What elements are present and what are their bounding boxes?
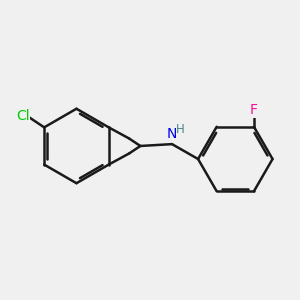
- Text: N: N: [167, 127, 177, 141]
- Text: Cl: Cl: [16, 109, 30, 123]
- Text: F: F: [250, 103, 258, 117]
- Text: H: H: [176, 124, 184, 136]
